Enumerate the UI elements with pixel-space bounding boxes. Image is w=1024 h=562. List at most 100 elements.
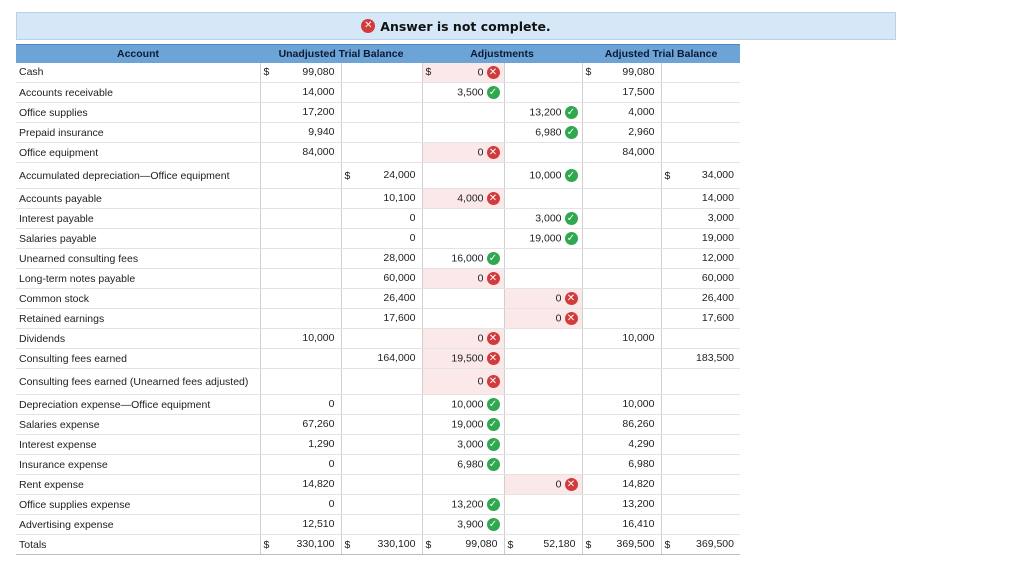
adjustment-debit-cell[interactable]: 0 ✕ [421,268,504,289]
banner-text: Answer is not complete. [380,18,551,34]
adjustment-credit-cell[interactable] [503,328,582,349]
adjustment-credit-cell[interactable] [503,142,582,163]
adjustment-debit-cell[interactable]: 0 ✕ [421,368,504,395]
adjusted-header: Adjusted Trial Balance [582,44,740,63]
adjustment-debit-cell[interactable]: 13,200 ✓ [421,494,504,515]
adjustment-credit-cell[interactable]: 13,200 ✓ [503,102,582,123]
adjustment-debit-cell[interactable]: 6,980 ✓ [421,454,504,475]
adjustment-debit-cell[interactable] [421,208,504,229]
account-name: Common stock [16,288,260,309]
dollar-sign: $ [344,169,351,182]
cell-value: 330,100 [296,538,335,551]
adjustments-header: Adjustments [422,44,582,63]
account-name: Interest payable [16,208,260,229]
cell-value: 0 [555,478,562,491]
unadjusted-debit-cell: 9,940 [259,122,341,143]
adjustment-credit-cell[interactable]: 19,000 ✓ [503,228,582,249]
adjustment-debit-cell[interactable]: 19,500 ✕ [421,348,504,369]
unadjusted-credit-cell: 17,600 [340,308,422,329]
adjustment-credit-cell[interactable] [503,82,582,103]
adjustment-debit-cell[interactable]: 10,000 ✓ [421,394,504,415]
adjustment-credit-cell[interactable] [503,188,582,209]
adjustment-credit-cell[interactable] [503,268,582,289]
adjustment-debit-cell[interactable]: 0 ✕ [421,328,504,349]
x-circle-icon: ✕ [564,292,578,305]
dollar-sign: $ [263,66,270,79]
adjustment-credit-cell[interactable]: 10,000 ✓ [503,162,582,189]
adjustment-credit-cell[interactable]: 0 ✕ [503,288,582,309]
unadjusted-credit-cell: 60,000 [340,268,422,289]
cell-value: 2,960 [628,126,655,139]
adjustment-debit-cell[interactable]: 3,000 ✓ [421,434,504,455]
adjustment-debit-cell[interactable] [421,474,504,495]
adjustment-credit-cell[interactable] [503,248,582,269]
adjustment-debit-cell[interactable]: 0 ✕ [421,142,504,163]
adjustment-credit-cell[interactable] [503,348,582,369]
unadjusted-debit-cell [259,288,341,309]
adjustment-credit-cell[interactable] [503,368,582,395]
adjustment-credit-cell[interactable] [503,414,582,435]
adjustment-credit-cell[interactable]: 0 ✕ [503,308,582,329]
adjustment-debit-cell[interactable]: 19,000 ✓ [421,414,504,435]
adjustment-credit-cell[interactable]: 6,980 ✓ [503,122,582,143]
adjusted-debit-cell: 13,200 [581,494,661,515]
table-row: Accounts receivable 14,000 3,500 ✓ 17,500 [16,82,740,103]
cell-value: 10,000 [622,398,655,411]
unadjusted-credit-cell [340,142,422,163]
adjusted-credit-cell [660,394,740,415]
unadjusted-debit-cell: 0 [259,454,341,475]
cell-value: 10,000 [622,332,655,345]
cell-value: 0 [477,272,484,285]
adjustment-credit-cell[interactable]: 3,000 ✓ [503,208,582,229]
table-row: Office supplies 17,200 13,200 ✓ 4,000 [16,102,740,123]
adjustment-credit-cell[interactable] [503,394,582,415]
adjustment-credit-cell[interactable]: 0 ✕ [503,474,582,495]
adjustment-debit-cell[interactable]: 3,500 ✓ [421,82,504,103]
table-row: Salaries expense 67,260 19,000 ✓ 86,260 [16,414,740,435]
table-row: Unearned consulting fees 28,000 16,000 ✓ 12,… [16,248,740,269]
account-name: Advertising expense [16,514,260,535]
adjustment-debit-cell[interactable]: 4,000 ✕ [421,188,504,209]
unadjusted-debit-cell: 12,510 [259,514,341,535]
cell-value: 6,980 [457,458,484,471]
account-name: Interest expense [16,434,260,455]
adjusted-debit-cell: 10,000 [581,394,661,415]
adjustment-debit-cell[interactable] [421,228,504,249]
check-circle-icon: ✓ [486,86,500,99]
adjustment-debit-cell[interactable] [421,308,504,329]
adjustment-credit-cell[interactable] [503,62,582,83]
adjustment-debit-cell[interactable]: 16,000 ✓ [421,248,504,269]
unadjusted-debit-cell [259,188,341,209]
adjustment-debit-cell[interactable] [421,122,504,143]
account-name: Salaries expense [16,414,260,435]
check-circle-icon: ✓ [486,518,500,531]
adjustment-debit-cell[interactable] [421,288,504,309]
x-circle-icon: ✕ [486,375,500,388]
cell-value: 19,500 [451,352,484,365]
account-name: Accumulated depreciation—Office equipmen… [16,162,260,189]
account-name: Cash [16,62,260,83]
account-name: Office supplies expense [16,494,260,515]
adjustment-debit-cell[interactable] [421,102,504,123]
adjusted-debit-cell: $99,080 [581,62,661,83]
account-name: Retained earnings [16,308,260,329]
adjustment-credit-cell[interactable] [503,434,582,455]
cell-value: 0 [328,458,335,471]
table-row: Interest payable 0 3,000 ✓ 3,000 [16,208,740,229]
adjustment-credit-cell[interactable] [503,514,582,535]
account-name: Prepaid insurance [16,122,260,143]
x-circle-icon: ✕ [486,272,500,285]
table-row: Consulting fees earned 164,000 19,500 ✕ 183,… [16,348,740,369]
account-name: Consulting fees earned [16,348,260,369]
cell-value: 3,000 [535,212,562,225]
adjustment-debit-cell[interactable]: 3,900 ✓ [421,514,504,535]
adjustment-credit-cell[interactable] [503,494,582,515]
unadjusted-credit-cell [340,122,422,143]
adjustment-credit-cell[interactable] [503,454,582,475]
cell-value: 6,980 [628,458,655,471]
table-row: Cash $99,080 $0 ✕ $99,080 [16,62,740,83]
adjustment-debit-cell[interactable]: $0 ✕ [421,62,504,83]
adjustment-debit-cell[interactable] [421,162,504,189]
unadjusted-debit-cell: $99,080 [259,62,341,83]
table-row: Interest expense 1,290 3,000 ✓ 4,290 [16,434,740,455]
